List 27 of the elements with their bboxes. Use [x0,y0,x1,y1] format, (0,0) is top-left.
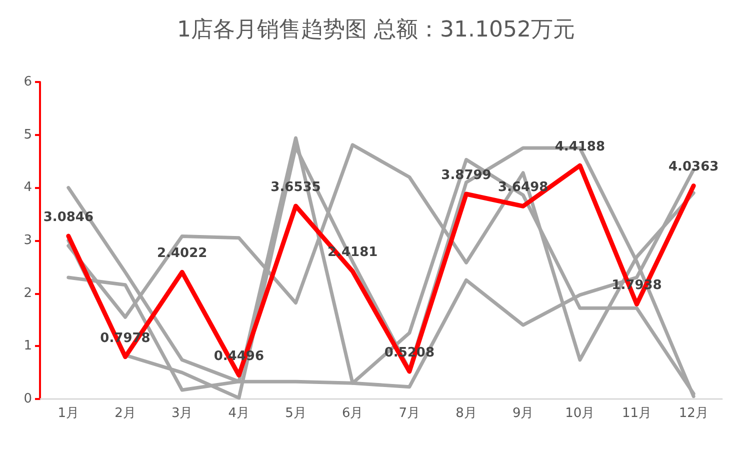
y-tick-label: 2 [24,286,32,301]
data-label: 3.0846 [43,210,94,226]
data-label: 4.0363 [668,160,719,175]
y-tick-label: 4 [24,180,32,196]
x-tick-label: 4月 [228,406,250,421]
x-tick-label: 7月 [398,406,420,421]
x-tick-label: 2月 [114,406,136,421]
x-tick-label: 6月 [342,406,364,421]
y-tick-label: 1 [24,338,32,354]
x-tick-label: 8月 [456,406,477,421]
y-tick-label: 0 [24,392,32,406]
y-tick-label: 3 [24,233,32,248]
data-label: 4.4188 [554,140,606,155]
data-label: 3.6498 [498,180,548,196]
data-label: 3.6535 [270,180,321,195]
data-label: 3.8799 [441,168,492,184]
y-tick-label: 6 [24,74,32,90]
x-tick-label: 5月 [285,406,306,421]
x-tick-label: 3月 [171,406,193,421]
y-tick-label: 5 [24,127,32,142]
chart-title: 1店各月销售趋势图 总额：31.1052万元 [177,18,575,42]
x-tick-label: 9月 [512,406,534,421]
data-label: 2.4022 [156,246,208,262]
x-tick-label: 1月 [58,406,80,421]
x-tick-label: 10月 [565,406,595,421]
x-tick-label: 11月 [622,406,652,421]
x-tick-label: 12月 [678,406,708,421]
